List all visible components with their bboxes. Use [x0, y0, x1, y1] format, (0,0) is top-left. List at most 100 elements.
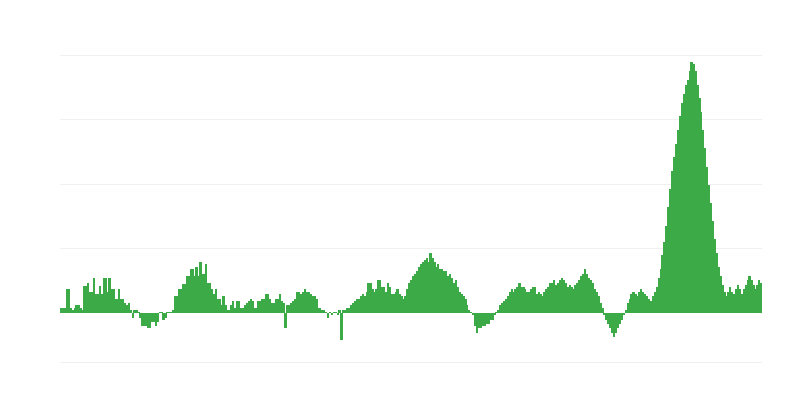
bar [543, 291, 546, 313]
bar [711, 221, 715, 313]
bar [388, 287, 392, 313]
bar [245, 303, 248, 313]
bar [566, 287, 569, 313]
bar [709, 202, 713, 313]
bar [294, 298, 297, 313]
bar [381, 287, 384, 313]
bar [112, 289, 115, 313]
bar [413, 273, 417, 313]
bar [75, 305, 78, 313]
bar [591, 282, 595, 313]
bar [642, 291, 645, 313]
bar [301, 291, 305, 313]
bar [257, 300, 260, 313]
bar [562, 280, 566, 313]
bar [77, 305, 80, 313]
bar [129, 309, 132, 313]
bar [572, 289, 575, 313]
bar [475, 313, 479, 333]
bar [586, 273, 589, 313]
bar [352, 303, 355, 313]
bar [357, 298, 361, 313]
bar [71, 309, 74, 313]
bar [133, 309, 136, 313]
bar [266, 294, 270, 313]
bar [547, 287, 550, 313]
bar [346, 307, 349, 313]
bar [748, 275, 751, 313]
bar [181, 284, 185, 313]
bar [423, 259, 426, 313]
bar [758, 280, 761, 313]
bar [127, 303, 130, 313]
bar [444, 271, 448, 313]
bar [570, 287, 573, 313]
bar [584, 268, 587, 313]
bar [131, 313, 134, 318]
bar [228, 309, 231, 313]
bar [336, 313, 339, 316]
bar [446, 275, 450, 313]
bar [326, 313, 330, 318]
bar [212, 294, 216, 313]
bar [605, 313, 608, 320]
bar [649, 300, 653, 313]
bar [199, 262, 202, 313]
bar [580, 275, 583, 313]
bar [295, 291, 299, 313]
bar [688, 70, 691, 313]
bar [263, 298, 266, 313]
bar [89, 291, 92, 313]
bar [189, 268, 192, 313]
bar [73, 307, 76, 313]
bar [404, 296, 407, 313]
bar [235, 300, 239, 313]
bar [375, 289, 378, 313]
bar [485, 313, 488, 324]
bar [533, 287, 537, 313]
bar [713, 239, 716, 313]
bar [419, 264, 423, 313]
gridline [60, 119, 762, 120]
bar [427, 262, 430, 313]
bar [208, 282, 212, 313]
bar [719, 275, 722, 313]
bar [187, 275, 190, 313]
bar [676, 130, 680, 313]
bar [141, 313, 144, 326]
bar [607, 313, 610, 324]
bar [297, 291, 301, 313]
bar [195, 266, 198, 313]
bar [315, 298, 318, 313]
bar [760, 282, 763, 313]
bar [692, 64, 695, 313]
bar [700, 111, 703, 313]
bar [224, 305, 227, 313]
bar [589, 280, 593, 313]
bar [508, 291, 511, 313]
bar [116, 298, 119, 313]
bar [278, 294, 281, 313]
bar [462, 296, 465, 313]
bar [663, 241, 666, 313]
bar [620, 313, 624, 320]
bar [292, 300, 295, 313]
bar [510, 289, 513, 313]
bar [450, 278, 453, 313]
bar [723, 291, 726, 313]
bar [367, 282, 370, 313]
bar [118, 289, 121, 313]
bar [268, 298, 272, 313]
bar [638, 291, 641, 313]
bar [680, 102, 684, 313]
bar [303, 289, 306, 313]
bar [90, 291, 94, 313]
bar [674, 143, 678, 313]
bar [185, 275, 189, 313]
bar [230, 305, 233, 313]
bar [94, 294, 98, 313]
bar [696, 84, 699, 313]
bar [276, 298, 279, 313]
